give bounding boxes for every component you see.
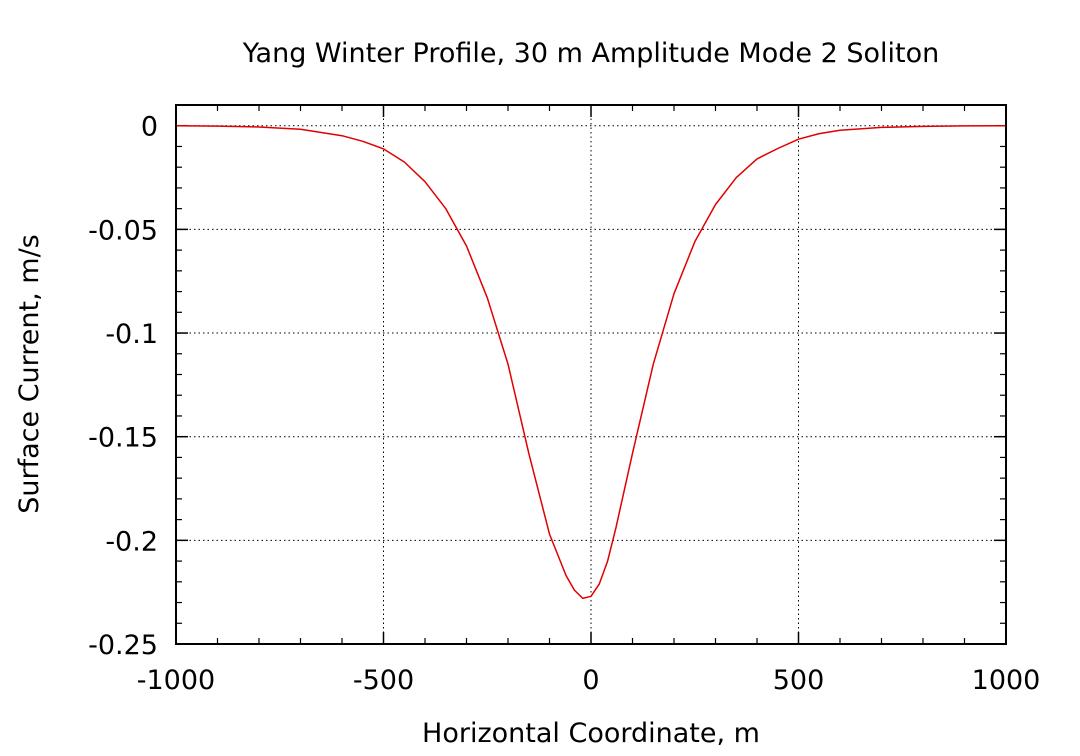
x-tick-label: 1000 bbox=[972, 665, 1041, 696]
chart-title: Yang Winter Profile, 30 m Amplitude Mode… bbox=[242, 38, 939, 69]
x-tick-label: -1000 bbox=[137, 665, 215, 696]
y-tick-label: -0.25 bbox=[88, 630, 158, 661]
tick-labels: -1000 -500 0 500 1000 0 -0.05 -0.1 -0.15 -0.2 -0.2… bbox=[88, 112, 1040, 696]
y-tick-label: -0.15 bbox=[88, 423, 158, 454]
plot-frame bbox=[175, 104, 1007, 645]
y-axis-label: Surface Current, m/s bbox=[14, 234, 45, 513]
x-tick-label: 0 bbox=[582, 665, 599, 696]
ticks bbox=[175, 104, 1007, 645]
x-tick-label: 500 bbox=[773, 665, 825, 696]
y-tick-label: 0 bbox=[141, 112, 158, 143]
grid-lines bbox=[176, 105, 1006, 644]
series-line bbox=[175, 124, 1007, 600]
y-tick-label: -0.05 bbox=[88, 215, 158, 246]
y-tick-label: -0.1 bbox=[105, 319, 158, 350]
data-series bbox=[175, 124, 1007, 600]
x-axis-label: Horizontal Coordinate, m bbox=[422, 718, 760, 749]
y-tick-label: -0.2 bbox=[105, 526, 158, 557]
x-tick-label: -500 bbox=[353, 665, 414, 696]
